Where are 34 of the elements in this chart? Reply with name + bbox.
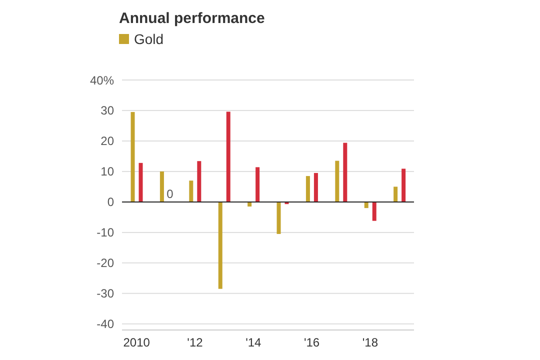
bar	[130, 112, 135, 202]
bar	[306, 176, 310, 202]
bar	[226, 112, 230, 202]
y-tick-label: 40%	[90, 73, 114, 88]
bar	[372, 202, 376, 221]
bar	[394, 186, 398, 202]
y-tick-label: 0	[107, 195, 114, 210]
bar	[218, 202, 222, 289]
y-tick-label: -30	[96, 286, 114, 301]
bar	[335, 160, 340, 202]
x-tick-label: '14	[246, 336, 262, 350]
bar	[256, 167, 260, 202]
x-tick-label: '18	[362, 336, 378, 350]
bar	[138, 162, 143, 202]
y-tick-label: 20	[100, 134, 114, 148]
y-tick-label: -20	[96, 256, 114, 270]
bar	[364, 202, 368, 208]
y-tick-label: -10	[96, 226, 114, 240]
y-tick-label: 30	[100, 104, 114, 118]
bar	[189, 180, 194, 202]
x-tick-label: 2010	[123, 336, 150, 350]
bar	[160, 171, 164, 202]
legend-label: Gold	[133, 31, 164, 47]
data-label: 0	[166, 186, 174, 201]
y-tick-label: 10	[100, 164, 114, 179]
chart-title: Annual performance	[119, 10, 265, 27]
bar	[343, 142, 348, 202]
bar	[402, 168, 406, 202]
bar	[314, 172, 318, 202]
x-tick-label: '12	[187, 336, 204, 350]
y-tick-label: -40	[96, 317, 114, 332]
bar	[197, 161, 202, 202]
x-tick-label: '16	[304, 336, 320, 350]
bar	[276, 202, 281, 234]
